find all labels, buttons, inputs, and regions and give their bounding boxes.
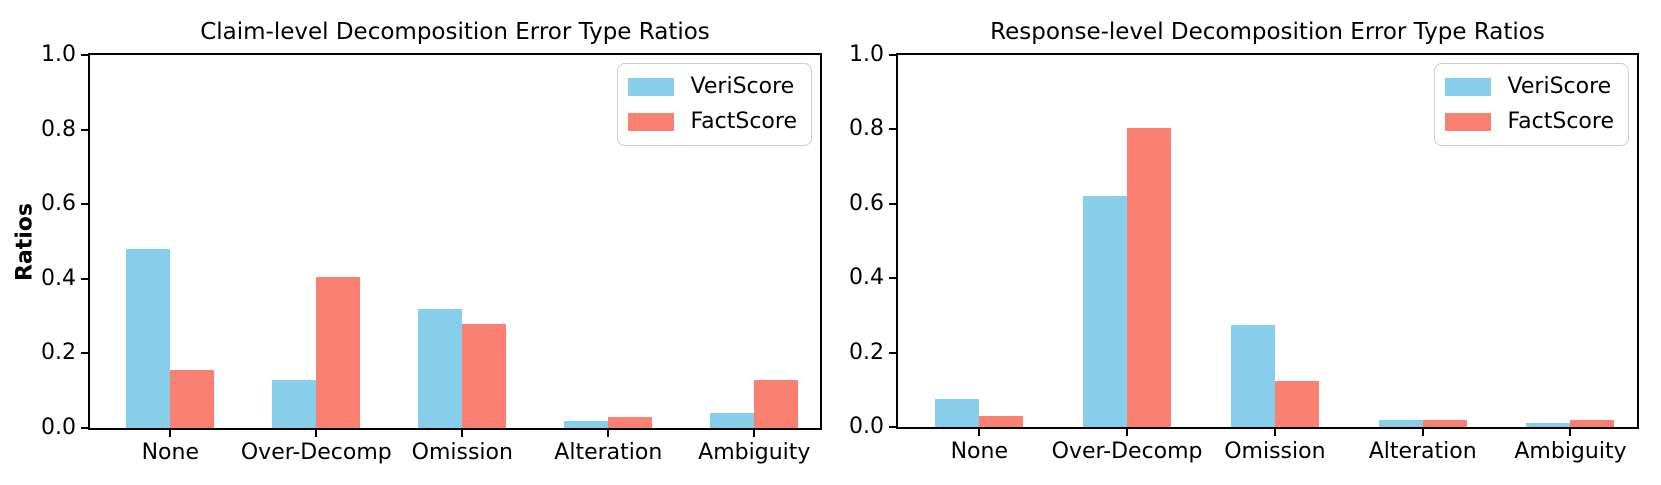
x-tick-label-alteration: Alteration bbox=[1368, 439, 1477, 464]
legend-swatch-veriscore bbox=[627, 78, 674, 97]
bar-factscore-alteration bbox=[608, 416, 653, 428]
x-tick-label-ambiguity: Ambiguity bbox=[1514, 439, 1627, 464]
y-tick-label: 0.4 bbox=[849, 265, 884, 291]
x-tick-mark bbox=[315, 430, 318, 437]
y-tick-mark bbox=[889, 54, 896, 56]
bar-veriscore-omission bbox=[1230, 324, 1275, 427]
bar-veriscore-none bbox=[935, 399, 980, 427]
y-tick-mark bbox=[81, 427, 88, 429]
y-tick-mark bbox=[889, 277, 896, 280]
y-tick-mark bbox=[889, 426, 896, 428]
legend-swatch-factscore bbox=[627, 113, 674, 132]
y-tick-mark bbox=[81, 277, 88, 280]
y-tick-label: 0.8 bbox=[849, 116, 884, 142]
x-tick-label-none: None bbox=[950, 439, 1008, 464]
legend-swatch-factscore bbox=[1444, 113, 1491, 132]
chart-title: Response-level Decomposition Error Type … bbox=[990, 19, 1545, 45]
bar-veriscore-ambiguity bbox=[710, 413, 755, 428]
legend-label-veriscore: VeriScore bbox=[1507, 74, 1612, 99]
y-tick-mark bbox=[81, 203, 88, 206]
bar-veriscore-omission bbox=[418, 308, 463, 428]
x-tick-label-none: None bbox=[141, 440, 199, 465]
bar-factscore-ambiguity bbox=[754, 379, 799, 428]
bar-veriscore-ambiguity bbox=[1526, 423, 1571, 427]
bar-factscore-over-decomp bbox=[1127, 127, 1172, 427]
y-tick-label: 0.2 bbox=[41, 340, 76, 366]
y-tick-mark bbox=[889, 202, 896, 205]
legend-swatch-veriscore bbox=[1444, 78, 1491, 97]
bar-factscore-none bbox=[170, 370, 215, 428]
y-tick-label: 0.0 bbox=[849, 414, 884, 439]
y-axis-label: Ratios bbox=[12, 202, 38, 281]
x-tick-mark bbox=[607, 430, 610, 437]
x-tick-mark bbox=[753, 430, 756, 437]
legend-entry-factscore: FactScore bbox=[1444, 109, 1614, 135]
bar-factscore-omission bbox=[462, 323, 507, 428]
x-tick-mark bbox=[1569, 429, 1572, 436]
response-level-plot-area: Response-level Decomposition Error Type … bbox=[849, 19, 1639, 464]
bar-factscore-over-decomp bbox=[316, 276, 361, 428]
x-tick-mark bbox=[1421, 429, 1424, 436]
x-tick-label-omission: Omission bbox=[411, 440, 513, 465]
y-tick-mark bbox=[889, 351, 896, 354]
bar-veriscore-alteration bbox=[564, 420, 609, 428]
bar-factscore-none bbox=[979, 415, 1024, 427]
y-tick-label: 0.2 bbox=[849, 339, 884, 365]
x-tick-mark bbox=[1273, 429, 1276, 436]
x-tick-mark bbox=[169, 430, 172, 437]
x-tick-label-over-decomp: Over-Decomp bbox=[240, 440, 392, 465]
bar-veriscore-alteration bbox=[1378, 419, 1423, 427]
bar-factscore-omission bbox=[1274, 380, 1319, 427]
legend-entry-veriscore: VeriScore bbox=[627, 74, 797, 99]
y-tick-label: 0.8 bbox=[41, 116, 76, 142]
x-tick-label-over-decomp: Over-Decomp bbox=[1051, 439, 1203, 464]
x-tick-mark bbox=[461, 430, 464, 437]
x-tick-label-alteration: Alteration bbox=[554, 440, 663, 465]
y-tick-label: 0.6 bbox=[849, 190, 884, 216]
bar-veriscore-over-decomp bbox=[1083, 196, 1128, 427]
y-tick-label: 0.0 bbox=[41, 415, 76, 440]
y-tick-mark bbox=[81, 128, 88, 131]
x-tick-label-omission: Omission bbox=[1224, 439, 1326, 464]
bar-factscore-alteration bbox=[1422, 419, 1467, 427]
claim-level-plot-area: Claim-level Decomposition Error Type Rat… bbox=[13, 19, 822, 465]
legend-entry-factscore: FactScore bbox=[627, 109, 797, 135]
bar-veriscore-over-decomp bbox=[272, 379, 317, 428]
y-tick-label: 0.6 bbox=[41, 191, 76, 217]
legend-label-factscore: FactScore bbox=[690, 109, 797, 135]
x-tick-mark bbox=[978, 429, 981, 436]
legend-label-veriscore: VeriScore bbox=[690, 74, 795, 99]
y-tick-mark bbox=[81, 54, 88, 56]
bar-veriscore-none bbox=[126, 248, 171, 428]
y-tick-mark bbox=[889, 128, 896, 131]
y-tick-mark bbox=[81, 352, 88, 355]
legend-entry-veriscore: VeriScore bbox=[1444, 74, 1614, 99]
legend: VeriScore FactScore bbox=[616, 63, 812, 147]
chart-title: Claim-level Decomposition Error Type Rat… bbox=[200, 19, 710, 45]
x-tick-mark bbox=[1126, 429, 1129, 436]
legend: VeriScore FactScore bbox=[1433, 63, 1629, 147]
bar-factscore-ambiguity bbox=[1570, 419, 1615, 427]
y-tick-label: 0.4 bbox=[41, 265, 76, 291]
y-tick-label: 1.0 bbox=[41, 42, 76, 67]
y-tick-label: 1.0 bbox=[849, 42, 884, 67]
x-tick-label-ambiguity: Ambiguity bbox=[698, 440, 811, 465]
legend-label-factscore: FactScore bbox=[1507, 109, 1614, 135]
